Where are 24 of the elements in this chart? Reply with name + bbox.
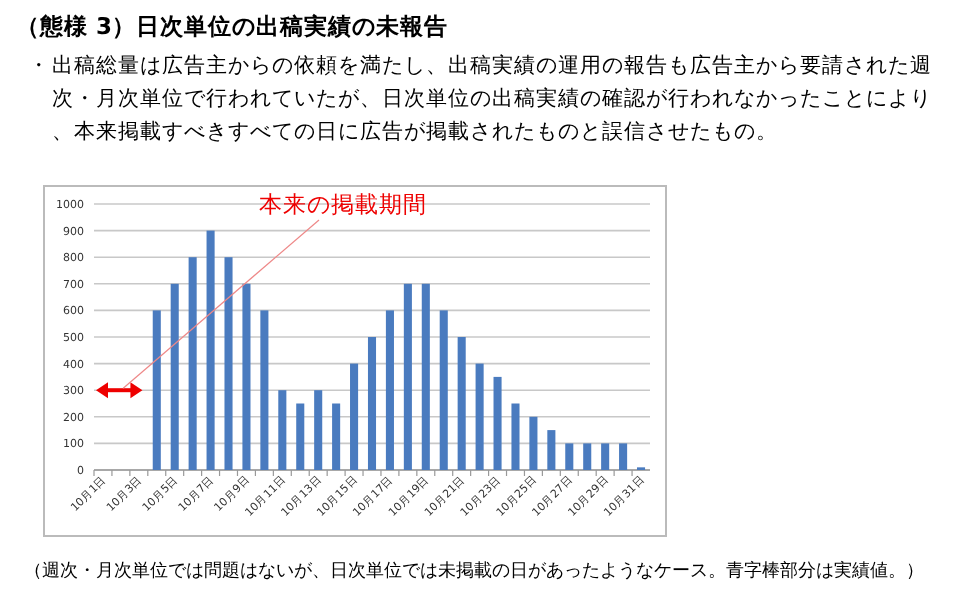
bar [296,403,305,470]
bar [314,390,323,470]
bar [385,310,394,470]
bar [619,443,628,470]
bar [457,337,466,470]
bar [350,363,359,470]
bar [332,403,341,470]
chart-title: （態様 3）日次単位の出稿実績の未報告 [16,12,449,40]
bar [601,443,610,470]
chart-subtitle: ・出稿総量は広告主からの依頼を満たし、出稿実績の運用の報告も広告主から要請された週次・月次単位で行われていたが、日次単位の出稿実績の確認が行われなかったことにより、本来掲載すべきすべての日に広告が掲載されたものと誤信させたもの。 [28,52,932,144]
bar [529,416,538,470]
bar [511,403,520,470]
bar [403,283,412,470]
text: （週次・月次単位では問題はないが、日次単位では未掲載の日があったようなケース。青字棒部分は実績値。） [24,560,924,582]
bar [278,390,287,470]
bar [493,376,502,470]
bar [583,443,592,470]
bar [439,310,448,470]
bar [475,363,484,470]
bar [547,430,556,470]
bar [421,283,430,470]
bar [565,443,574,470]
bar [367,337,377,470]
annotation: 本来の掲載期間 [259,190,428,218]
